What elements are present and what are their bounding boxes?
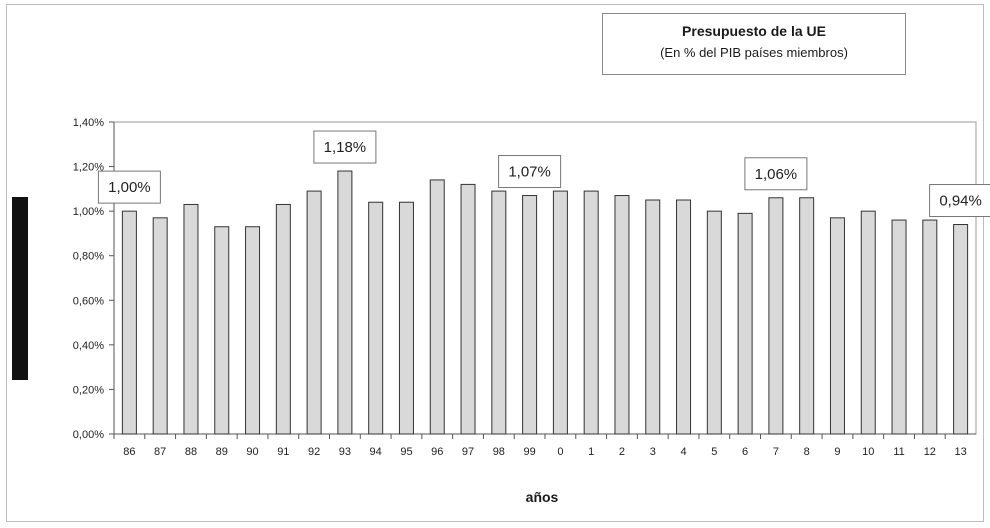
bar-94	[368, 201, 384, 435]
bar-92	[306, 190, 322, 435]
bar-99	[522, 195, 538, 435]
x-tick-label: 4	[680, 446, 686, 458]
bar-8	[799, 197, 815, 435]
callout-label-7: 1,06%	[755, 166, 798, 183]
y-tick-label: 1,00%	[73, 206, 104, 218]
callout-label-13: 0,94%	[939, 193, 982, 210]
bar-2	[614, 195, 630, 435]
callout-box-13	[929, 184, 990, 218]
x-tick-label: 86	[123, 446, 135, 458]
bar-89	[214, 226, 230, 435]
bar-91	[275, 203, 291, 435]
callout-box-93	[313, 130, 377, 164]
x-tick-label: 7	[773, 446, 779, 458]
x-tick-label: 13	[954, 446, 966, 458]
x-tick-label: 98	[493, 446, 505, 458]
bar-5	[706, 210, 722, 435]
x-tick-label: 2	[619, 446, 625, 458]
bar-95	[398, 201, 414, 435]
x-tick-label: 89	[216, 446, 228, 458]
x-tick-label: 9	[834, 446, 840, 458]
black-side-bar	[12, 197, 28, 380]
callout-label-99: 1,07%	[508, 164, 551, 181]
bar-9	[829, 217, 845, 435]
x-tick-label: 1	[588, 446, 594, 458]
x-tick-label: 6	[742, 446, 748, 458]
bar-90	[245, 226, 261, 435]
x-tick-label: 99	[523, 446, 535, 458]
bar-11	[891, 219, 907, 435]
x-tick-label: 96	[431, 446, 443, 458]
bar-93	[337, 170, 353, 435]
callout-box-99	[498, 155, 562, 189]
bar-4	[676, 199, 692, 435]
y-tick-label: 0,00%	[73, 429, 104, 441]
x-tick-label: 3	[650, 446, 656, 458]
bar-98	[491, 190, 507, 435]
x-tick-label: 5	[711, 446, 717, 458]
callout-label-93: 1,18%	[324, 139, 367, 156]
callout-label-86: 1,00%	[108, 179, 151, 196]
x-tick-label: 12	[924, 446, 936, 458]
x-tick-label: 95	[400, 446, 412, 458]
y-tick-label: 0,80%	[73, 251, 104, 263]
bar-97	[460, 183, 476, 435]
bar-0	[552, 190, 568, 435]
bar-13	[953, 224, 969, 435]
bar-86	[121, 210, 137, 435]
x-tick-label: 90	[246, 446, 258, 458]
x-tick-label: 92	[308, 446, 320, 458]
chart-title-box: Presupuesto de la UE (En % del PIB paíse…	[602, 13, 906, 75]
bar-87	[152, 217, 168, 435]
x-tick-label: 97	[462, 446, 474, 458]
callout-box-86	[97, 170, 161, 204]
x-tick-label: 88	[185, 446, 197, 458]
chart-title: Presupuesto de la UE	[682, 23, 826, 39]
y-tick-label: 1,20%	[73, 162, 104, 174]
y-tick-label: 0,20%	[73, 384, 104, 396]
y-tick-label: 0,40%	[73, 340, 104, 352]
x-tick-label: 91	[277, 446, 289, 458]
chart-subtitle: (En % del PIB países miembros)	[660, 45, 848, 60]
x-tick-label: 87	[154, 446, 166, 458]
y-tick-label: 0,60%	[73, 295, 104, 307]
bar-12	[922, 219, 938, 435]
x-tick-label: 8	[804, 446, 810, 458]
y-tick-label: 1,40%	[73, 117, 104, 129]
x-tick-label: 10	[862, 446, 874, 458]
bar-1	[583, 190, 599, 435]
x-tick-label: 94	[370, 446, 382, 458]
bar-88	[183, 203, 199, 435]
bar-10	[860, 210, 876, 435]
x-axis-title: años	[526, 489, 559, 505]
x-tick-label: 93	[339, 446, 351, 458]
x-tick-label: 11	[893, 446, 904, 458]
x-tick-label: 0	[557, 446, 563, 458]
bar-7	[768, 197, 784, 435]
callout-box-7	[744, 157, 808, 191]
bar-3	[645, 199, 661, 435]
bar-96	[429, 179, 445, 435]
bar-6	[737, 212, 753, 435]
